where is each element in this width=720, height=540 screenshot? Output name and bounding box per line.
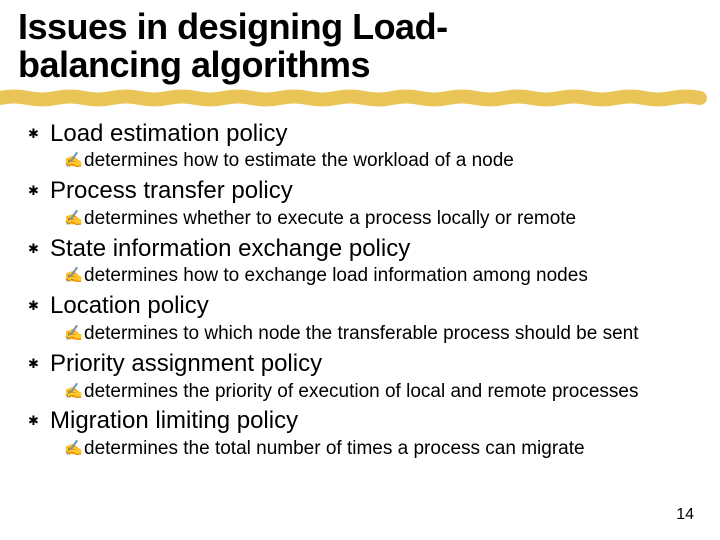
policy-description: determines how to exchange load informat… [84, 264, 588, 288]
list-item: ✱Priority assignment policy [28, 350, 702, 379]
policy-description: determines the priority of execution of … [84, 380, 638, 404]
policy-description: determines to which node the transferabl… [84, 322, 639, 346]
policy-label: Process transfer policy [50, 177, 293, 206]
policy-description: determines the total number of times a p… [84, 437, 585, 461]
wavy-underline-icon [0, 88, 720, 108]
policy-label: Location policy [50, 292, 209, 321]
level1-bullet-icon: ✱ [28, 292, 50, 314]
policy-description: determines how to estimate the workload … [84, 149, 514, 173]
level2-bullet-icon: ✍ [64, 207, 84, 228]
policy-label: State information exchange policy [50, 235, 410, 264]
policy-description: determines whether to execute a process … [84, 207, 576, 231]
level2-bullet-icon: ✍ [64, 149, 84, 170]
list-subitem: ✍determines how to estimate the workload… [64, 149, 702, 173]
slide: Issues in designing Load- balancing algo… [0, 0, 720, 540]
list-subitem: ✍determines the priority of execution of… [64, 380, 702, 404]
list-item: ✱State information exchange policy [28, 235, 702, 264]
list-subitem: ✍determines the total number of times a … [64, 437, 702, 461]
policy-list: ✱Load estimation policy✍determines how t… [18, 120, 702, 461]
level1-bullet-icon: ✱ [28, 120, 50, 142]
level1-bullet-icon: ✱ [28, 235, 50, 257]
policy-label: Priority assignment policy [50, 350, 322, 379]
list-item: ✱Location policy [28, 292, 702, 321]
list-subitem: ✍determines to which node the transferab… [64, 322, 702, 346]
title-underline [18, 88, 702, 114]
title-line-1: Issues in designing Load- [18, 6, 448, 47]
page-number: 14 [676, 506, 694, 524]
list-item: ✱Load estimation policy [28, 120, 702, 149]
level1-bullet-icon: ✱ [28, 177, 50, 199]
list-item: ✱Migration limiting policy [28, 407, 702, 436]
policy-label: Load estimation policy [50, 120, 287, 149]
level2-bullet-icon: ✍ [64, 264, 84, 285]
list-subitem: ✍determines how to exchange load informa… [64, 264, 702, 288]
list-item: ✱Process transfer policy [28, 177, 702, 206]
level1-bullet-icon: ✱ [28, 407, 50, 429]
level2-bullet-icon: ✍ [64, 437, 84, 458]
title-line-2: balancing algorithms [18, 44, 370, 85]
level1-bullet-icon: ✱ [28, 350, 50, 372]
slide-title: Issues in designing Load- balancing algo… [18, 8, 702, 84]
level2-bullet-icon: ✍ [64, 380, 84, 401]
level2-bullet-icon: ✍ [64, 322, 84, 343]
policy-label: Migration limiting policy [50, 407, 298, 436]
list-subitem: ✍determines whether to execute a process… [64, 207, 702, 231]
